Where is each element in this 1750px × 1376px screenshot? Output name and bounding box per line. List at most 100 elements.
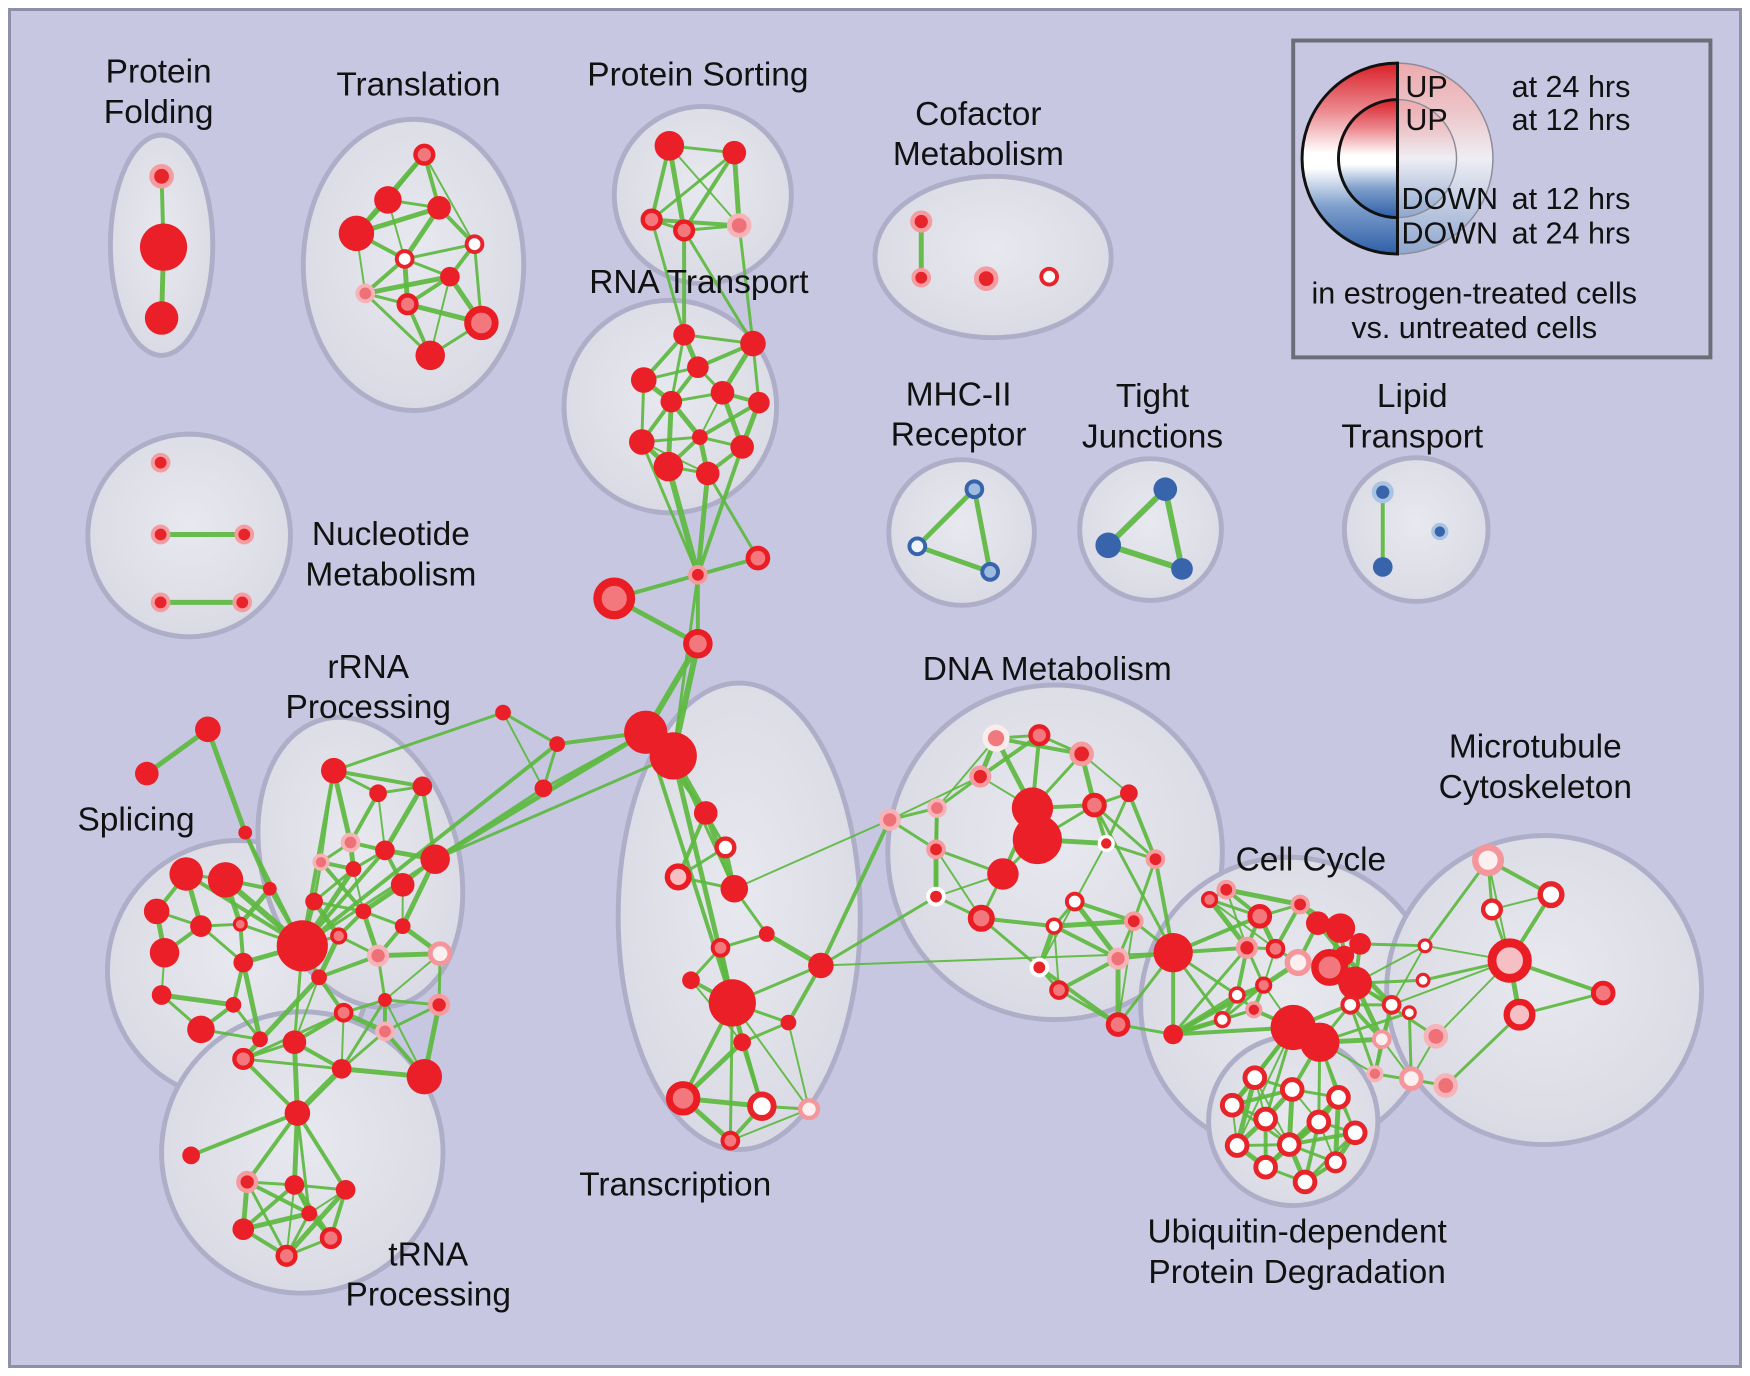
network-node <box>415 340 445 371</box>
network-edge <box>1172 946 1249 1036</box>
network-node <box>1480 898 1504 921</box>
network-edge <box>1127 792 1158 860</box>
network-edge <box>1225 887 1301 907</box>
network-node <box>549 736 566 752</box>
network-node <box>980 562 1000 582</box>
network-node <box>1028 724 1051 747</box>
network-node <box>1012 814 1062 865</box>
network-node <box>464 305 499 341</box>
network-node <box>1235 936 1259 959</box>
network-edge <box>295 1112 311 1214</box>
network-node <box>1292 1169 1318 1195</box>
network-node <box>394 918 411 935</box>
network-node <box>225 996 242 1013</box>
network-node <box>1228 986 1246 1004</box>
network-node <box>1120 784 1138 803</box>
cluster-label-protein-folding: Protein Folding <box>104 54 214 131</box>
network-node <box>982 724 1010 752</box>
cluster-ellipse-mhc-ii-receptor <box>886 457 1037 608</box>
network-edge <box>682 151 736 232</box>
cluster-label-rrna-processing: rRNA Processing <box>286 649 451 726</box>
network-edge <box>241 1183 296 1231</box>
network-node <box>722 140 747 165</box>
network-node <box>1064 891 1085 912</box>
network-node <box>1265 938 1286 959</box>
network-node <box>780 1014 797 1031</box>
network-node <box>682 971 700 990</box>
network-edge <box>190 1111 299 1158</box>
network-edge <box>295 1112 348 1191</box>
network-node <box>195 716 221 743</box>
network-edge <box>364 274 451 296</box>
network-edge <box>706 472 760 559</box>
network-edge <box>1162 488 1185 570</box>
network-node <box>673 323 695 346</box>
network-node <box>745 545 771 571</box>
network-node <box>150 452 171 473</box>
network-edge <box>238 887 272 926</box>
network-node <box>1311 949 1349 986</box>
network-edge <box>650 219 686 336</box>
network-node <box>640 208 663 231</box>
network-edge <box>320 770 335 863</box>
network-node <box>653 451 684 482</box>
network-node <box>710 937 731 958</box>
network-edge <box>333 768 423 789</box>
network-node <box>149 164 174 189</box>
network-node <box>1415 972 1431 988</box>
network-edge <box>787 1022 811 1110</box>
network-node <box>748 391 770 414</box>
network-node <box>878 808 901 831</box>
network-node <box>726 213 752 238</box>
network-edge <box>737 225 755 344</box>
network-edge <box>1038 901 1076 968</box>
network-edge <box>1117 921 1135 1025</box>
network-node <box>1095 532 1122 559</box>
network-node <box>333 1002 354 1023</box>
network-edge <box>364 292 432 357</box>
network-node <box>1290 894 1310 915</box>
legend-up-24-time: at 24 hrs <box>1512 70 1631 104</box>
network-node <box>321 757 347 784</box>
network-node <box>284 1175 305 1195</box>
network-node <box>1049 980 1069 1000</box>
network-node <box>1255 976 1273 994</box>
network-node <box>330 927 348 945</box>
network-node <box>926 886 946 907</box>
network-node <box>369 784 387 803</box>
network-node <box>730 435 754 459</box>
network-node <box>1069 741 1094 767</box>
network-node <box>151 985 172 1005</box>
cluster-label-microtubule-cytoskeleton: Microtubule Cytoskeleton <box>1439 729 1632 806</box>
network-node <box>427 941 453 966</box>
network-node <box>338 215 375 252</box>
network-node <box>375 840 395 861</box>
network-edge <box>333 711 504 773</box>
network-edge <box>340 999 387 1070</box>
labels-layer: Protein Folding Translation Protein Sorting… <box>77 54 1631 1314</box>
cluster-label-trna-processing: tRNA Processing <box>346 1236 511 1313</box>
network-node <box>714 836 737 859</box>
cluster-label-rna-transport: RNA Transport <box>589 264 809 301</box>
network-node <box>182 1146 200 1165</box>
legend-down-24-label: DOWN <box>1401 216 1498 250</box>
network-node <box>1325 913 1356 943</box>
network-edge <box>979 733 1041 779</box>
network-edge <box>1348 1004 1377 1075</box>
network-node <box>926 839 946 860</box>
network-node <box>150 524 171 545</box>
legend-up-12-label: UP <box>1405 103 1447 137</box>
network-node <box>1253 1154 1278 1180</box>
network-edge <box>319 860 365 913</box>
network-edge <box>502 712 545 789</box>
cluster-label-dna-metabolism: DNA Metabolism <box>923 651 1172 688</box>
network-edge <box>161 992 234 1008</box>
legend-note-line1: in estrogen-treated cells <box>1312 276 1638 310</box>
network-node <box>683 628 713 659</box>
network-node <box>720 1130 741 1151</box>
network-node <box>312 853 330 871</box>
network-node <box>973 266 999 291</box>
network-node <box>335 1180 356 1200</box>
network-node <box>233 952 254 973</box>
network-edge <box>650 151 736 221</box>
